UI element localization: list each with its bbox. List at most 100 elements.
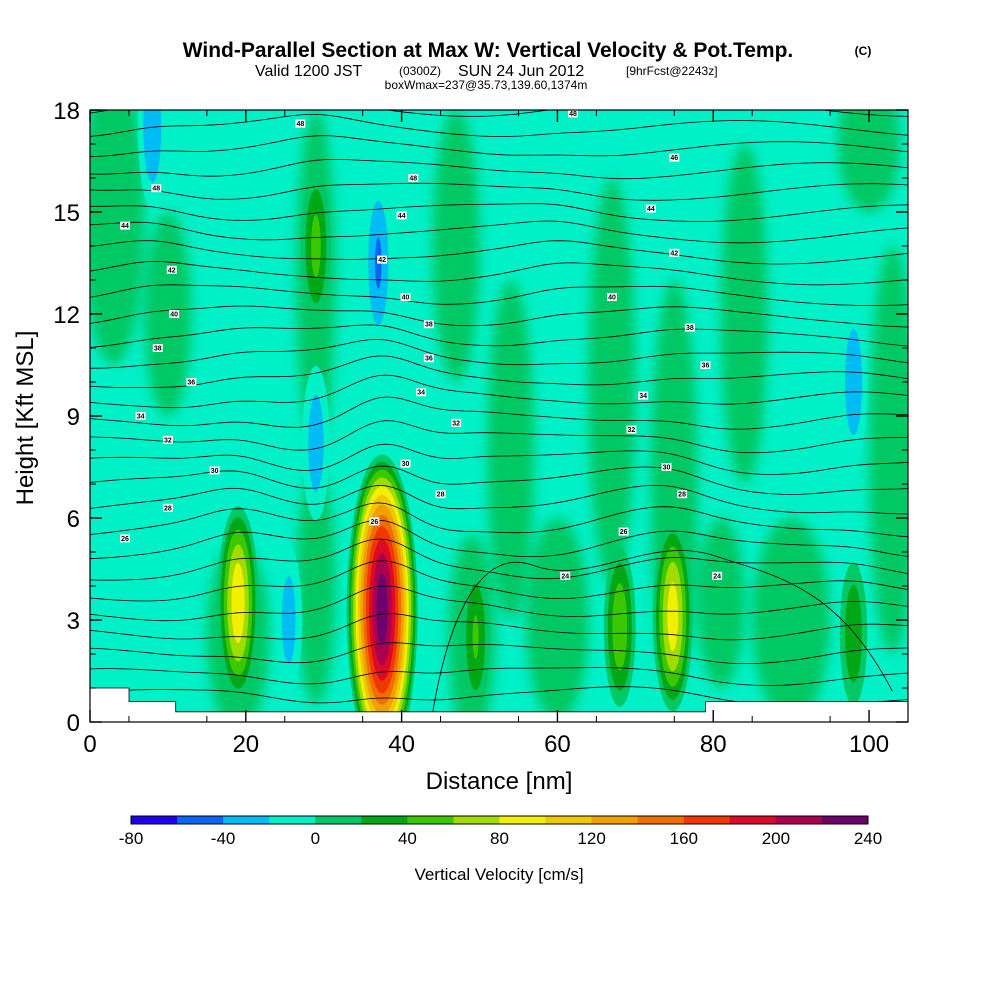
isentrope-line bbox=[90, 374, 908, 409]
theta-label-bg bbox=[638, 391, 649, 400]
theta-label-text: 48 bbox=[569, 111, 577, 118]
theta-label-bg bbox=[661, 463, 672, 471]
theta-label-text: 38 bbox=[425, 322, 433, 329]
updraft-core bbox=[346, 454, 418, 722]
theta-label-text: 42 bbox=[670, 250, 678, 257]
theta-label-text: 32 bbox=[164, 437, 172, 444]
isentrope-line bbox=[90, 261, 908, 286]
velocity-band bbox=[311, 214, 321, 278]
isentrope-line bbox=[90, 240, 908, 265]
theta-label-bg bbox=[669, 153, 680, 162]
theta-label-text: 38 bbox=[154, 346, 162, 353]
y-tick-label: 3 bbox=[67, 608, 80, 635]
theta-label: 48 bbox=[151, 184, 162, 193]
colorbar-tick-label: 160 bbox=[670, 829, 698, 848]
colorbar-swatch bbox=[637, 816, 685, 824]
velocity-band bbox=[667, 582, 679, 651]
theta-label-bg bbox=[416, 388, 427, 397]
theta-label: 32 bbox=[451, 418, 462, 427]
theta-label-text: 34 bbox=[639, 393, 647, 400]
theta-label: 28 bbox=[162, 503, 173, 512]
theta-label-bg bbox=[151, 184, 162, 193]
theta-label-text: 26 bbox=[121, 536, 129, 543]
colorbar-tick-label: 120 bbox=[577, 829, 605, 848]
theta-label: 44 bbox=[396, 211, 407, 220]
theta-label: 38 bbox=[423, 320, 434, 329]
theta-label: 38 bbox=[152, 344, 163, 353]
velocity-band bbox=[845, 329, 862, 435]
colorbar-tick-label: -80 bbox=[119, 829, 144, 848]
colorbar-swatch bbox=[269, 816, 316, 824]
x-axis-label: Distance [nm] bbox=[426, 768, 573, 795]
theta-label-text: 48 bbox=[409, 176, 417, 183]
theta-label-bg bbox=[712, 571, 723, 580]
theta-label-text: 36 bbox=[702, 363, 710, 370]
theta-label: 24 bbox=[560, 571, 571, 580]
colorbar-swatch bbox=[223, 816, 270, 824]
colorbar-label: Vertical Velocity [cm/s] bbox=[414, 865, 583, 884]
theta-label: 34 bbox=[638, 391, 649, 400]
theta-label-bg bbox=[560, 571, 571, 580]
theta-label-text: 44 bbox=[647, 206, 655, 213]
theta-label-text: 30 bbox=[402, 461, 410, 468]
theta-label-bg bbox=[408, 174, 419, 182]
theta-label-text: 48 bbox=[152, 186, 160, 193]
isentrope-line bbox=[90, 305, 908, 328]
theta-label: 42 bbox=[377, 255, 388, 264]
isentrope-line bbox=[90, 110, 908, 117]
velocity-band bbox=[376, 573, 388, 647]
theta-label-bg bbox=[568, 110, 579, 118]
colorbar-tick-label: 80 bbox=[490, 829, 509, 848]
theta-label-bg bbox=[120, 534, 131, 543]
colorbar-swatch bbox=[499, 816, 546, 824]
velocity-band bbox=[143, 110, 162, 183]
theta-label-bg bbox=[152, 344, 163, 352]
theta-label-bg bbox=[169, 310, 180, 318]
theta-label: 24 bbox=[712, 571, 723, 580]
theta-label-text: 28 bbox=[164, 505, 172, 512]
colorbar-swatch bbox=[591, 816, 639, 824]
theta-label-bg bbox=[684, 323, 695, 332]
y-tick-label: 0 bbox=[67, 710, 80, 737]
theta-label-bg bbox=[162, 435, 173, 444]
colorbar-frame bbox=[130, 815, 869, 825]
theta-label: 48 bbox=[568, 110, 579, 118]
isentrope-line bbox=[90, 220, 908, 244]
isentrope-line bbox=[90, 585, 908, 622]
theta-label-text: 30 bbox=[663, 465, 671, 472]
downdraft-core bbox=[275, 545, 303, 695]
ascent-streak bbox=[432, 110, 480, 382]
colorbar-tick-label: 200 bbox=[762, 829, 790, 848]
theta-label-text: 32 bbox=[452, 420, 460, 427]
velocity-band bbox=[308, 394, 324, 492]
theta-label-text: 28 bbox=[678, 492, 686, 499]
theta-label-bg bbox=[162, 503, 173, 512]
theta-label: 36 bbox=[700, 361, 711, 370]
valid-prefix: Valid 1200 JST bbox=[255, 63, 363, 80]
theta-label-bg bbox=[400, 459, 411, 468]
isentrope-line bbox=[90, 667, 908, 686]
theta-label-text: 30 bbox=[211, 468, 219, 475]
theta-label-text: 36 bbox=[187, 380, 195, 387]
theta-label-text: 36 bbox=[425, 356, 433, 363]
theta-label-bg bbox=[166, 265, 177, 274]
theta-label-text: 44 bbox=[121, 223, 129, 230]
isentrope-line bbox=[90, 538, 908, 581]
isentrope-line bbox=[90, 338, 908, 369]
isentrope-line bbox=[90, 284, 908, 306]
theta-label: 32 bbox=[162, 435, 173, 444]
isentrope-line bbox=[90, 465, 908, 495]
ascent-streak bbox=[588, 178, 636, 586]
theta-label: 48 bbox=[408, 174, 419, 183]
theta-label: 36 bbox=[186, 378, 197, 387]
y-tick-label: 9 bbox=[67, 404, 80, 431]
colorbar-swatch bbox=[407, 816, 454, 824]
theta-label: 26 bbox=[618, 527, 629, 536]
theta-label-text: 24 bbox=[561, 573, 569, 580]
downdraft-core bbox=[839, 302, 868, 462]
theta-label-bg bbox=[209, 466, 220, 475]
theta-label: 42 bbox=[669, 248, 680, 257]
theta-label-text: 40 bbox=[170, 312, 178, 319]
isentrope-line bbox=[432, 550, 893, 712]
